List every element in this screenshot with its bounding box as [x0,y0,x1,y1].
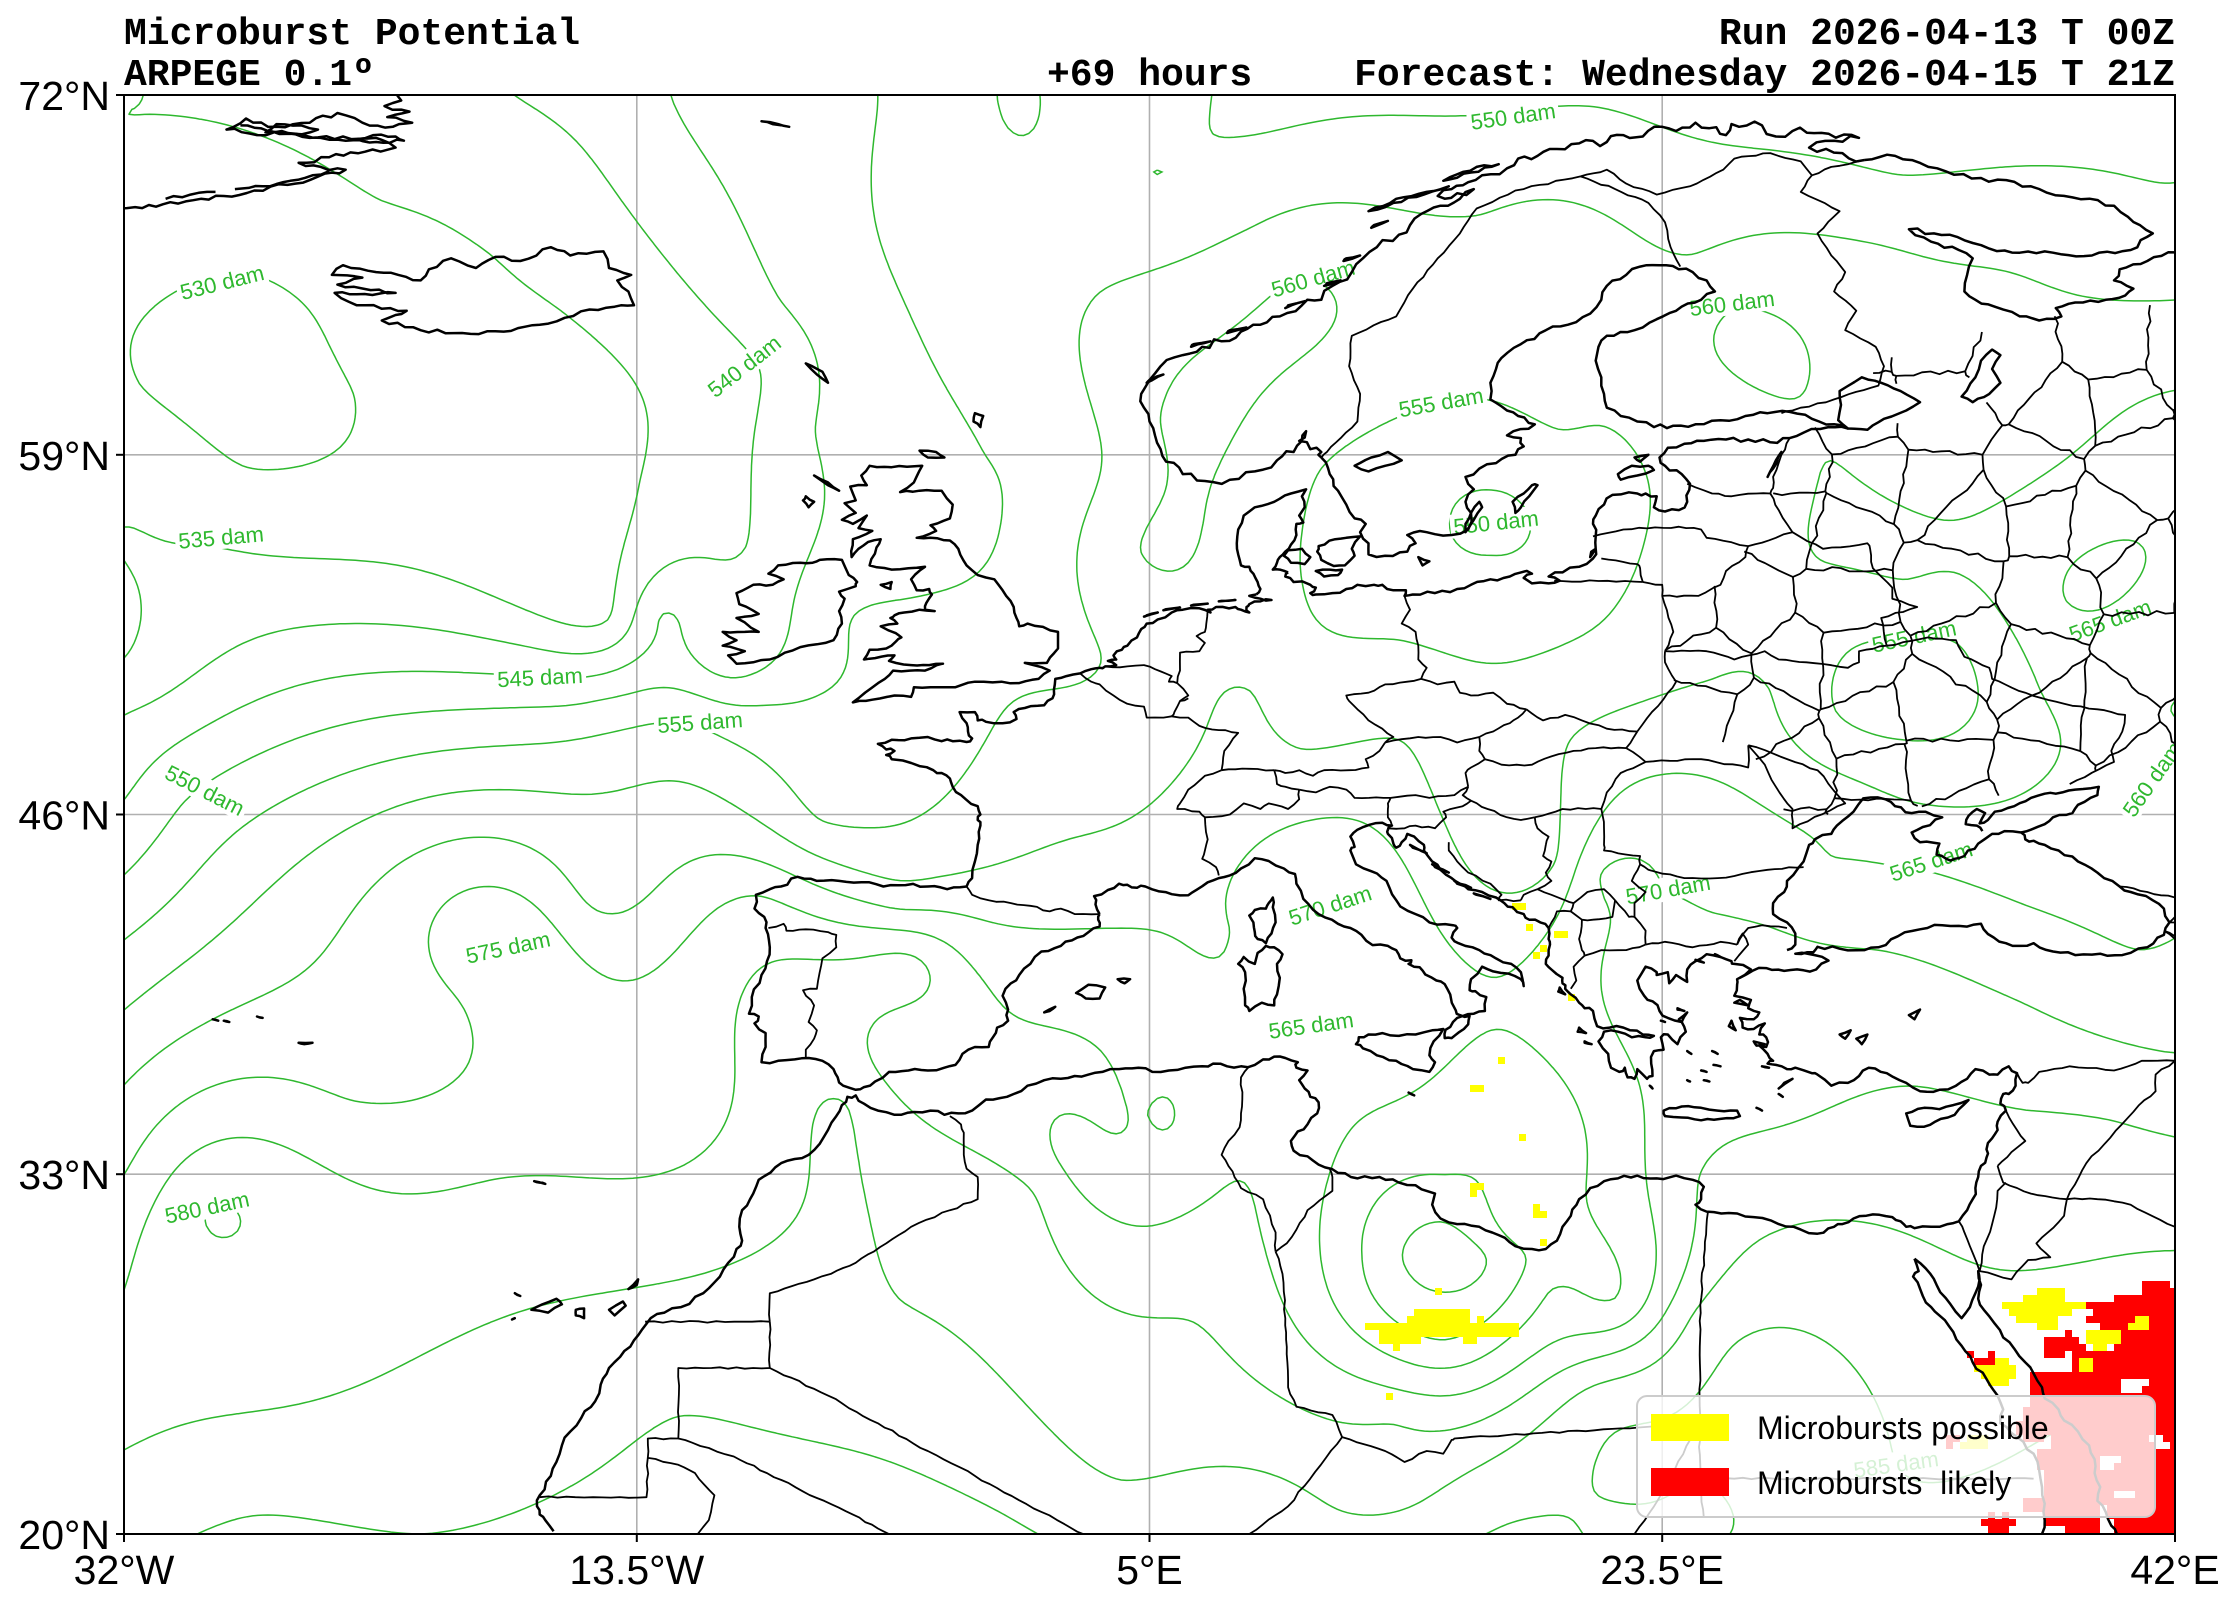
svg-text:32°W: 32°W [74,1547,175,1593]
svg-text:72°N: 72°N [18,73,110,119]
svg-text:42°E: 42°E [2130,1547,2219,1593]
svg-text:13.5°W: 13.5°W [569,1547,704,1593]
svg-text:33°N: 33°N [18,1152,110,1198]
svg-text:Microburst Potential: Microburst Potential [124,13,580,56]
svg-text:555 dam: 555 dam [656,707,743,738]
svg-text:46°N: 46°N [18,793,110,839]
svg-text:ARPEGE 0.1º: ARPEGE 0.1º [124,54,375,97]
svg-text:5°E: 5°E [1116,1547,1183,1593]
svg-text:20°N: 20°N [18,1512,110,1558]
svg-text:Forecast: Wednesday 2026-04-15: Forecast: Wednesday 2026-04-15 T 21Z [1354,54,2175,97]
svg-text:Run 2026-04-13 T 00Z: Run 2026-04-13 T 00Z [1719,13,2175,56]
svg-text:59°N: 59°N [18,433,110,479]
svg-text:545 dam: 545 dam [497,663,584,692]
svg-text:Microbursts possible: Microbursts possible [1757,1410,2049,1446]
svg-text:23.5°E: 23.5°E [1600,1547,1724,1593]
svg-text:+69 hours: +69 hours [1047,54,1252,97]
svg-text:Microbursts likely: Microbursts likely [1757,1465,2011,1501]
